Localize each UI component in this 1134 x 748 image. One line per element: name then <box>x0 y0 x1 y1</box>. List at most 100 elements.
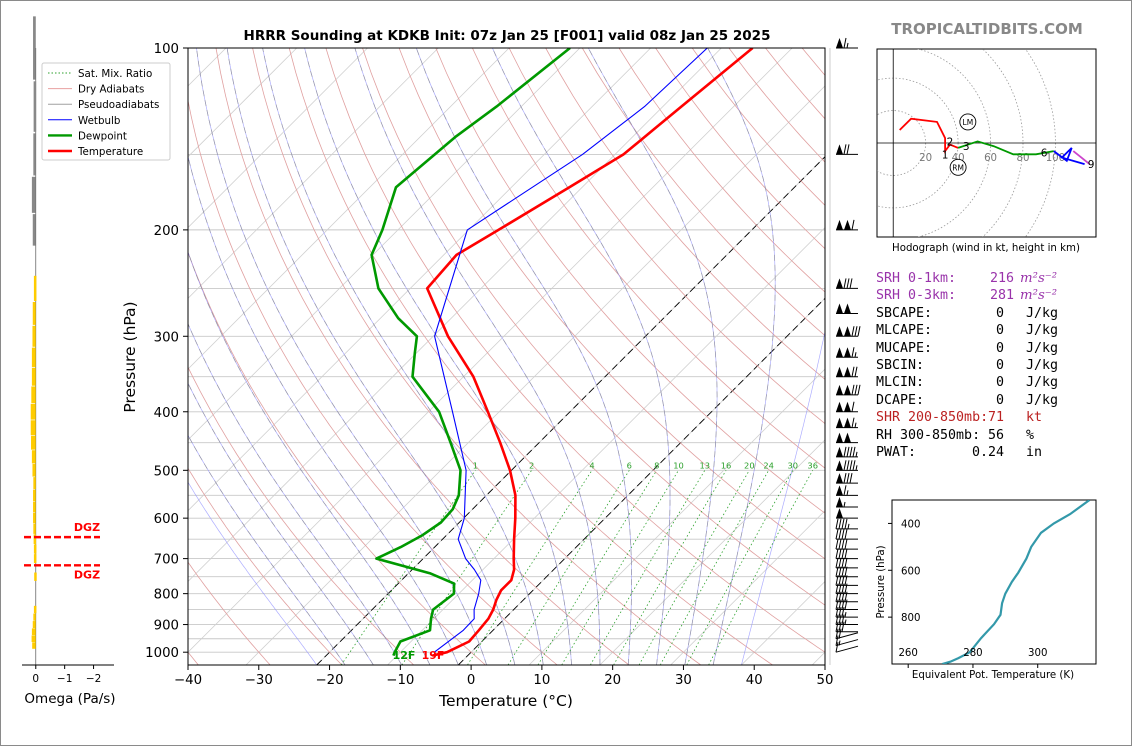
param-label: MLCAPE: <box>876 323 933 339</box>
wind-barb <box>836 401 858 413</box>
param-unit: J/kg <box>1026 323 1059 339</box>
hodograph-ring-label: 40 <box>952 153 965 164</box>
wind-barb <box>836 347 858 358</box>
param-row: SBCAPE: 0 J/kg <box>876 306 1126 323</box>
param-row: RH 300-850mb: 56% <box>876 428 1126 445</box>
x-tick-label: −40 <box>174 673 202 688</box>
barb-full <box>838 518 842 529</box>
dry-adiabat <box>325 48 825 653</box>
mixing-ratio-line <box>507 470 630 665</box>
barb-pennant <box>844 326 851 337</box>
omega-bar <box>31 386 36 404</box>
barb-full <box>841 599 845 610</box>
wind-barb <box>836 326 861 337</box>
param-row: PWAT: 0.24 in <box>876 445 1126 462</box>
x-tick-label: 20 <box>604 673 621 688</box>
mixing-ratio-line <box>467 470 593 665</box>
barb-full <box>835 614 839 625</box>
skewt-legend: Sat. Mix. Ratio Dry Adiabats Pseudoadiabat… <box>41 62 171 161</box>
omega-bar <box>34 572 37 581</box>
pseudoadiabat <box>587 48 718 665</box>
hodograph-ring-label: 20 <box>919 153 932 164</box>
barb-full <box>844 575 848 586</box>
hodograph-height-label: 3 <box>963 141 970 153</box>
barb-pennant <box>836 417 843 428</box>
mixing-ratio-line <box>708 470 814 665</box>
x-tick-label: 40 <box>746 673 763 688</box>
dry-adiabat <box>188 467 343 665</box>
param-row: SBCIN: 0 J/kg <box>876 358 1126 375</box>
barb-full <box>838 529 842 540</box>
barb-full <box>835 642 839 653</box>
barb-staff <box>835 645 859 653</box>
pseudoadiabat <box>304 48 572 665</box>
omega-bar <box>30 420 36 436</box>
barb-pennant <box>836 219 843 230</box>
y-tick-label: 100 <box>154 42 179 57</box>
wind-barb <box>836 473 858 484</box>
barb-full <box>844 583 848 594</box>
omega-bar <box>33 477 36 490</box>
theta-e-profile <box>941 500 1091 664</box>
param-value: 0.24 <box>971 444 1004 460</box>
omega-tick-label: −2 <box>86 673 101 685</box>
wind-barb <box>836 37 858 49</box>
wind-barb <box>836 144 858 155</box>
barb-full <box>841 614 845 625</box>
param-unit: J/kg <box>1026 340 1059 356</box>
omega-bar <box>33 501 36 513</box>
barb-pennant <box>836 401 843 412</box>
barb-full <box>846 144 850 155</box>
barb-full <box>838 628 842 639</box>
param-unit: J/kg <box>1026 375 1059 391</box>
mixing-ratio-label: 13 <box>700 460 711 470</box>
wind-barb <box>836 446 858 458</box>
barb-full <box>846 473 850 484</box>
barb-pennant <box>836 303 843 314</box>
barb-full <box>844 557 848 568</box>
isotherm--60 <box>188 48 651 512</box>
barb-full <box>835 599 839 610</box>
barb-full <box>851 384 855 395</box>
pseudoadiabat <box>188 154 459 665</box>
pseudoadiabat <box>188 434 346 665</box>
pseudoadiabat <box>188 250 431 665</box>
skewt-ticks: 1 2 4 6 8 10 13 16 20 24 30 36−40 −30 −20 −10 0 10 20 30 40… <box>145 42 833 688</box>
param-row: DCAPE: 0 J/kg <box>876 393 1126 410</box>
pseudoadiabat <box>188 382 374 665</box>
moist-adiabat <box>226 48 516 665</box>
chart-title: HRRR Sounding at KDKB Init: 07z Jan 25 [… <box>244 28 771 44</box>
omega-xlabel: Omega (Pa/s) <box>24 691 115 707</box>
storm-motion-label: LM <box>963 118 974 127</box>
barb-pennant <box>836 460 843 471</box>
barb-half <box>846 490 849 496</box>
barb-full <box>838 575 842 586</box>
mixing-ratio-label: 10 <box>673 460 684 470</box>
legend-label: Wetbulb <box>78 115 120 127</box>
omega-bar <box>31 450 36 464</box>
barb-full <box>835 583 839 594</box>
brand-watermark: TROPICALTIDBITS.COM <box>891 20 1083 38</box>
barb-full <box>841 621 845 632</box>
hodograph-trace <box>957 140 1054 156</box>
barb-full <box>841 518 845 529</box>
param-unit: J/kg <box>1026 392 1059 408</box>
barb-full <box>838 607 842 618</box>
param-unit: in <box>1026 444 1043 460</box>
legend-label: Sat. Mix. Ratio <box>78 68 152 80</box>
skewt-profiles <box>370 48 754 657</box>
barb-full <box>841 548 845 559</box>
barb-full <box>854 366 858 377</box>
param-label: SRH 0-3km: <box>876 288 957 304</box>
dgz-label: DGZ <box>74 521 100 534</box>
wind-barb <box>835 607 858 618</box>
mixing-ratio-line <box>659 470 770 665</box>
param-label: DCAPE: <box>876 392 925 408</box>
barb-full <box>843 473 847 484</box>
wind-barb <box>835 621 858 633</box>
barb-pennant <box>844 347 851 358</box>
moist-adiabat <box>188 481 318 665</box>
omega-bar <box>33 613 36 621</box>
omega-bar <box>33 534 37 545</box>
param-value: 56 <box>987 427 1004 443</box>
